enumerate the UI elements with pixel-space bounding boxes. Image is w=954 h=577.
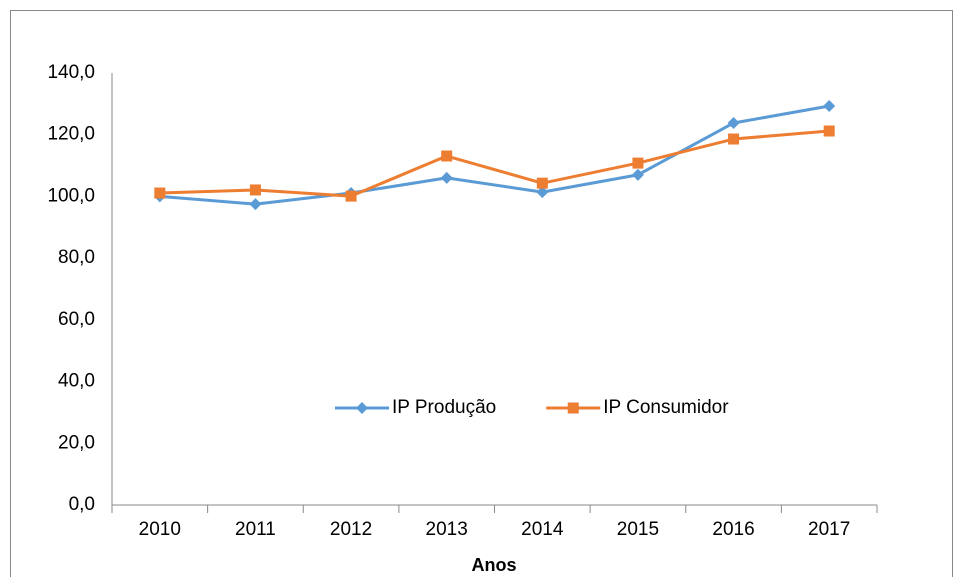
y-tick-label: 40,0 xyxy=(58,371,95,392)
marker xyxy=(567,402,579,414)
marker xyxy=(154,187,166,199)
marker xyxy=(536,177,548,189)
marker xyxy=(356,402,368,414)
x-tick-label: 2014 xyxy=(521,519,564,540)
y-tick-label: 120,0 xyxy=(47,124,95,145)
x-tick-label: 2013 xyxy=(426,519,468,540)
x-axis-label: Anos xyxy=(472,555,517,575)
legend-label: IP Consumidor xyxy=(603,397,729,418)
marker xyxy=(823,125,835,137)
marker xyxy=(631,168,644,181)
marker xyxy=(632,157,644,169)
marker xyxy=(728,133,740,145)
marker xyxy=(441,150,453,162)
x-tick-label: 2017 xyxy=(808,519,850,540)
y-tick-label: 0,0 xyxy=(69,494,95,515)
marker xyxy=(345,190,357,202)
marker xyxy=(440,171,453,184)
series-line xyxy=(159,104,830,206)
marker xyxy=(249,198,262,211)
marker xyxy=(727,116,740,129)
marker xyxy=(823,100,836,113)
x-tick-label: 2011 xyxy=(235,519,276,540)
y-tick-label: 140,0 xyxy=(47,62,95,83)
legend-label: IP Produção xyxy=(392,397,496,418)
y-tick-label: 20,0 xyxy=(58,432,95,453)
x-tick-label: 2012 xyxy=(330,519,372,540)
x-tick-label: 2015 xyxy=(617,519,659,540)
chart-frame xyxy=(10,10,953,577)
marker xyxy=(536,186,549,199)
x-tick-label: 2016 xyxy=(712,519,754,540)
y-tick-label: 60,0 xyxy=(58,309,95,330)
y-tick-label: 100,0 xyxy=(47,185,95,206)
series-line xyxy=(159,129,830,198)
marker xyxy=(249,184,261,196)
y-tick-label: 80,0 xyxy=(58,247,95,268)
x-tick-label: 2010 xyxy=(139,519,181,540)
